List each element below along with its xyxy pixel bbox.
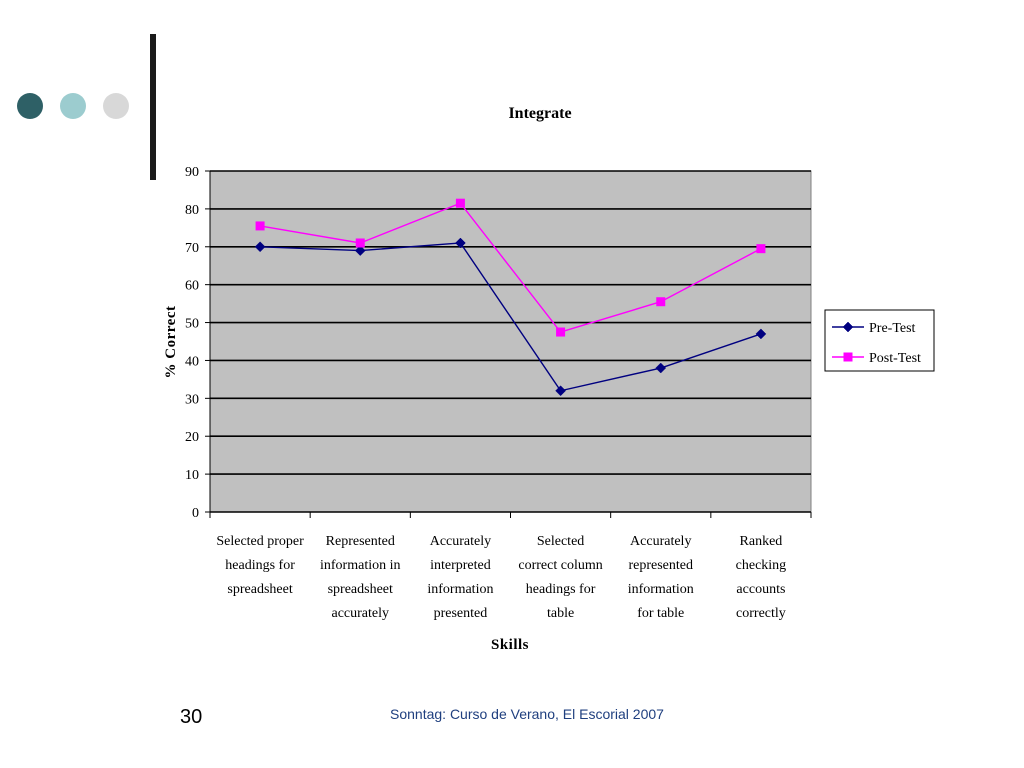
series-line-pre-test	[260, 242, 762, 392]
slide-footer: Sonntag: Curso de Verano, El Escorial 20…	[390, 706, 664, 722]
y-tick-label: 60	[185, 279, 199, 294]
y-tick-label: 40	[185, 354, 199, 369]
chart-title: Integrate	[508, 105, 571, 122]
data-point-pre-test	[254, 241, 266, 253]
x-category-label: Accurately	[430, 534, 491, 549]
data-point-post-test	[556, 327, 566, 337]
x-category-label: accurately	[331, 606, 389, 621]
x-category-label: Selected	[537, 534, 584, 549]
decorative-vertical-bar	[150, 34, 156, 180]
x-category-label: Selected proper	[216, 534, 304, 549]
x-category-label: interpreted	[430, 558, 491, 573]
y-tick-label: 30	[185, 392, 199, 407]
data-point-pre-test	[755, 328, 767, 340]
data-point-post-test	[656, 297, 666, 307]
legend-marker	[842, 321, 854, 333]
y-axis-title: % Correct	[163, 306, 179, 379]
x-category-label: checking	[736, 558, 787, 573]
line-chart: 0 10 20 30 40 50 60 70 80 90 Selected proper headin…	[163, 105, 935, 653]
x-category-label: Accurately	[630, 534, 691, 549]
x-axis-title: Skills	[491, 637, 529, 653]
y-tick-label: 20	[185, 430, 199, 445]
x-category-label: information in	[320, 558, 401, 573]
slide-number: 30	[180, 706, 203, 728]
x-category-label: spreadsheet	[328, 582, 393, 597]
x-category-label: correct column	[518, 558, 602, 573]
legend-label: Post-Test	[869, 351, 921, 366]
data-point-post-test	[255, 221, 265, 231]
legend	[824, 309, 935, 372]
x-category-label: information	[628, 582, 694, 597]
legend-label: Pre-Test	[869, 321, 916, 336]
y-tick-label: 80	[185, 203, 199, 218]
x-category-label: accounts	[736, 582, 785, 597]
x-category-label: represented	[628, 558, 693, 573]
y-tick-label: 0	[192, 506, 199, 521]
data-point-pre-test	[354, 245, 366, 256]
y-tick-label: 90	[185, 165, 199, 180]
decorative-dot-teal	[60, 93, 86, 119]
x-category-label: Represented	[326, 534, 395, 549]
data-point-post-test	[355, 238, 365, 248]
decorative-dot-gray	[103, 93, 129, 119]
x-category-label: information	[427, 582, 493, 597]
x-category-label: headings for	[225, 558, 295, 573]
data-point-pre-test	[655, 362, 667, 374]
data-point-post-test	[756, 244, 766, 254]
y-tick-label: 10	[185, 468, 199, 483]
y-tick-label: 50	[185, 317, 199, 332]
plot-area	[209, 170, 812, 513]
x-category-label: for table	[637, 606, 684, 621]
legend-marker	[843, 352, 853, 362]
data-point-post-test	[455, 198, 465, 208]
series-line-post-test	[259, 202, 762, 333]
data-point-pre-test	[555, 385, 566, 397]
x-category-label: correctly	[736, 606, 786, 621]
x-category-label: Ranked	[740, 534, 783, 549]
x-category-label: presented	[434, 606, 488, 621]
x-category-label: spreadsheet	[227, 582, 292, 597]
y-tick-label: 70	[185, 241, 199, 256]
decorative-dot-dark	[17, 93, 43, 119]
x-category-label: headings for	[526, 582, 596, 597]
x-category-label: table	[547, 606, 574, 621]
data-point-pre-test	[455, 237, 466, 249]
